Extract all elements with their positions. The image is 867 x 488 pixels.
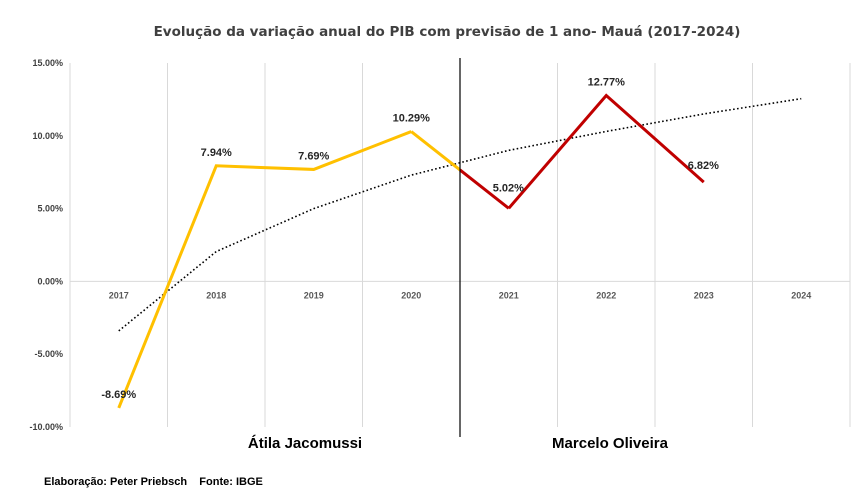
x-tick-label-2024: 2024 — [791, 290, 811, 300]
period-label-marcelo: Marcelo Oliveira — [552, 435, 669, 452]
series-line-0 — [117, 130, 412, 409]
x-tick-label-2020: 2020 — [401, 290, 421, 300]
y-tick-label-1: 10.00% — [32, 131, 63, 141]
x-tick-label-2023: 2023 — [694, 290, 714, 300]
period-label-atila: Átila Jacomussi — [248, 435, 362, 452]
y-tick-label-5: -10.00% — [29, 422, 63, 432]
y-tick-label-0: 15.00% — [32, 58, 63, 68]
data-label-2021: 5.02% — [493, 182, 524, 194]
source-footer: Elaboração: Peter Priebsch Fonte: IBGE — [44, 476, 263, 488]
x-tick-label-2017: 2017 — [109, 290, 129, 300]
connector-line-1 — [459, 168, 510, 210]
x-tick-label-2021: 2021 — [499, 290, 519, 300]
x-tick-label-2018: 2018 — [206, 290, 226, 300]
y-tick-label-4: -5.00% — [34, 349, 63, 359]
x-axis-tick-labels: 2017 2018 2019 2020 2021 2022 2023 2024 — [109, 290, 812, 300]
data-label-2022: 12.77% — [588, 76, 626, 88]
data-labels: -8.69% 7.94% 7.69% 10.29% 5.02% 12.77% 6.82% — [101, 76, 719, 400]
data-label-2017: -8.69% — [101, 389, 136, 401]
data-label-2019: 7.69% — [298, 150, 329, 162]
series-lines — [117, 93, 705, 409]
chart-title: Evolução da variação anual do PIB com pr… — [154, 24, 741, 40]
data-label-2018: 7.94% — [201, 147, 232, 159]
series-line-1 — [507, 93, 705, 210]
x-tick-label-2019: 2019 — [304, 290, 324, 300]
data-label-2020: 10.29% — [393, 113, 431, 125]
data-label-2023: 6.82% — [688, 160, 719, 172]
x-tick-label-2022: 2022 — [596, 290, 616, 300]
y-tick-label-3: 0.00% — [37, 276, 63, 286]
y-axis-tick-labels: 15.00% 10.00% 5.00% 0.00% -5.00% -10.00% — [29, 58, 63, 432]
connector-line-0 — [410, 130, 461, 172]
y-tick-label-2: 5.00% — [37, 204, 63, 214]
